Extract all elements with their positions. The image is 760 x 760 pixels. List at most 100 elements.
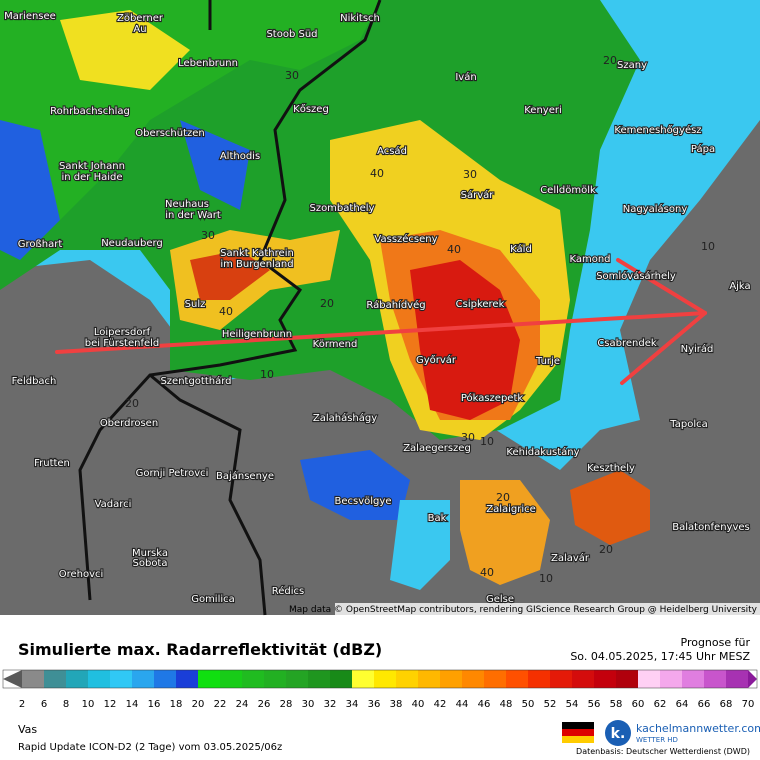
- place-label: Kemeneshőgyész: [614, 124, 701, 136]
- place-label: Nagyalásony: [623, 203, 688, 215]
- isoline-label: 40: [447, 243, 461, 256]
- scale-label: 6: [41, 699, 47, 710]
- isoline-label: 20: [496, 491, 510, 504]
- isoline-label: 10: [701, 240, 715, 253]
- scale-segment: [660, 670, 682, 688]
- scale-segment: [550, 670, 572, 688]
- brand: kachelmannwetter.com: [636, 722, 760, 735]
- model-run: Rapid Update ICON-D2 (2 Tage) vom 03.05.…: [18, 742, 282, 753]
- scale-segment: [726, 670, 748, 688]
- place-label: Oberdrosen: [100, 418, 158, 429]
- isoline-label: 10: [539, 572, 553, 585]
- scale-segment: [242, 670, 264, 688]
- forecast-label: Prognose für: [681, 636, 751, 649]
- place-label: Zalaigrice: [486, 504, 536, 515]
- place-label: Ajka: [729, 281, 750, 292]
- place-label: Loipersdorf: [94, 327, 151, 338]
- scale-segment: [176, 670, 198, 688]
- place-label: Zöberner: [117, 13, 164, 24]
- brand-sub: WETTER HD: [636, 736, 678, 744]
- isoline-label: 10: [260, 368, 274, 381]
- place-label: Nikitsch: [340, 13, 380, 24]
- place-label: Gomilica: [191, 594, 235, 605]
- scale-label: 64: [676, 699, 689, 710]
- scale-segment: [154, 670, 176, 688]
- place-label: Rédics: [272, 585, 305, 597]
- scale-segment: [88, 670, 110, 688]
- isoline-label: 20: [603, 54, 617, 67]
- scale-segment: [66, 670, 88, 688]
- scale-label: 22: [214, 699, 227, 710]
- scale-label: 40: [412, 699, 425, 710]
- scale-label: 54: [566, 699, 579, 710]
- place-label: Orehovci: [59, 569, 104, 580]
- scale-label: 52: [544, 699, 557, 710]
- place-label: Csipkerek: [456, 299, 505, 310]
- scale-label: 18: [170, 699, 183, 710]
- place-label: Sulz: [185, 299, 206, 310]
- scale-segment: [682, 670, 704, 688]
- scale-label: 68: [720, 699, 733, 710]
- place-label: Celldömölk: [540, 185, 596, 196]
- isoline-label: 30: [285, 69, 299, 82]
- place-label: Oberschützen: [135, 128, 205, 139]
- scale-label: 12: [104, 699, 117, 710]
- scale-label: 16: [148, 699, 161, 710]
- place-label: Bak: [428, 513, 447, 524]
- place-label: Murska: [132, 548, 168, 559]
- scale-label: 56: [588, 699, 601, 710]
- place-label: Neudauberg: [101, 238, 163, 249]
- flag: [562, 722, 594, 729]
- scale-label: 26: [258, 699, 271, 710]
- place-label: Balatonfenyves: [672, 522, 749, 533]
- isoline-label: 30: [461, 431, 475, 444]
- scale-segment: [44, 670, 66, 688]
- place-label: Frutten: [34, 458, 70, 469]
- place-label: Kőszeg: [293, 103, 329, 115]
- scale-segment: [220, 670, 242, 688]
- place-label: Althodis: [220, 151, 260, 162]
- scale-segment: [462, 670, 484, 688]
- place-label: Somlóvásárhely: [596, 270, 676, 282]
- scale-segment: [352, 670, 374, 688]
- scale-label: 70: [742, 699, 755, 710]
- scale-label: 2: [19, 699, 25, 710]
- scale-label: 62: [654, 699, 667, 710]
- isoline-label: 40: [370, 167, 384, 180]
- scale-label: 24: [236, 699, 249, 710]
- scale-label: 28: [280, 699, 293, 710]
- scale-segment: [638, 670, 660, 688]
- place-label: Keszthely: [587, 463, 635, 474]
- place-label: Pókaszepetk: [461, 392, 524, 404]
- place-label: Körmend: [313, 339, 358, 350]
- scale-label: 20: [192, 699, 205, 710]
- scale-label: 50: [522, 699, 535, 710]
- attribution-bg: [335, 603, 760, 615]
- scale-end: [748, 670, 757, 688]
- scale-segment: [198, 670, 220, 688]
- place-label: Gornji Petrovci: [136, 468, 209, 479]
- place-label: Stoob Süd: [266, 29, 317, 40]
- place-label: Turje: [535, 356, 560, 367]
- isoline-label: 30: [201, 229, 215, 242]
- place-label: Zalaegerszeg: [403, 443, 471, 454]
- place-label: Acsád: [377, 145, 407, 157]
- place-label: Bajánsenye: [216, 470, 274, 482]
- borders: [78, 0, 382, 616]
- scale-segment: [22, 670, 44, 688]
- place-label: Vasszécseny: [374, 233, 437, 245]
- scale-label: 10: [82, 699, 95, 710]
- scale-segment: [132, 670, 154, 688]
- place-label: Tapolca: [669, 419, 707, 430]
- scale-label: 66: [698, 699, 711, 710]
- place-label: Mariensee: [4, 11, 56, 22]
- scale-label: 48: [500, 699, 513, 710]
- scale-segment: [616, 670, 638, 688]
- scale-label: 44: [456, 699, 469, 710]
- scale-label: 36: [368, 699, 381, 710]
- scale-segment: [374, 670, 396, 688]
- place-label: Győrvár: [416, 354, 457, 366]
- scale-segment: [330, 670, 352, 688]
- place-label: Nyirád: [681, 343, 714, 355]
